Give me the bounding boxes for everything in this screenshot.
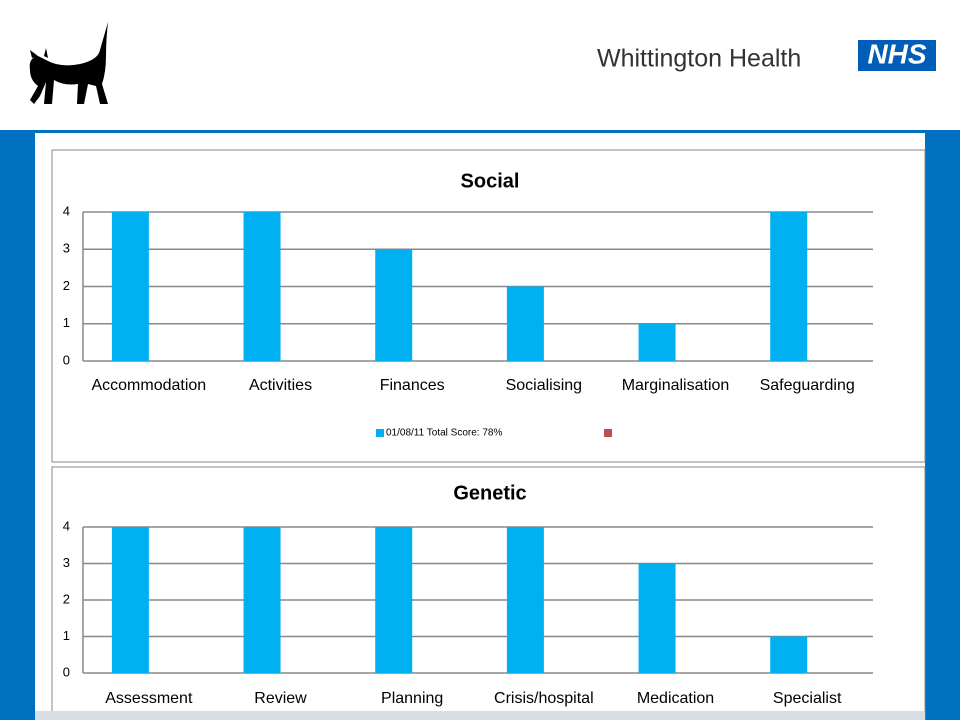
y-tick-label: 2	[63, 591, 70, 606]
y-tick-label: 3	[63, 241, 70, 256]
x-tick-label: Planning	[381, 690, 443, 707]
x-tick-label: Review	[254, 690, 307, 707]
x-tick-label: Specialist	[773, 690, 842, 707]
chart-title: Social	[461, 170, 520, 192]
bar	[638, 563, 676, 673]
bar	[506, 527, 544, 673]
bar	[375, 527, 413, 673]
y-tick-label: 2	[63, 278, 70, 293]
x-tick-label: Socialising	[506, 377, 582, 394]
header-band	[0, 0, 960, 130]
legend-label: 01/08/11 Total Score: 78%	[386, 428, 502, 439]
chart-title: Genetic	[453, 482, 526, 504]
x-tick-label: Safeguarding	[760, 377, 855, 394]
x-tick-label: Activities	[249, 377, 312, 394]
legend-swatch-empty-series	[604, 429, 612, 437]
y-tick-label: 3	[63, 555, 70, 570]
x-tick-label: Medication	[637, 690, 714, 707]
x-tick-label: Assessment	[105, 690, 193, 707]
bar	[770, 636, 808, 673]
x-tick-label: Accommodation	[91, 377, 206, 394]
sheet-tab-strip	[35, 711, 925, 720]
bar	[111, 527, 149, 673]
bar	[506, 286, 544, 361]
y-tick-label: 4	[63, 203, 70, 218]
bar	[111, 212, 149, 361]
x-tick-label: Finances	[380, 377, 445, 394]
legend-swatch	[376, 429, 384, 437]
organisation-name: Whittington Health	[597, 45, 801, 73]
cat-logo	[29, 22, 109, 104]
y-tick-label: 0	[63, 664, 70, 679]
x-tick-label: Marginalisation	[622, 377, 730, 394]
bar	[375, 249, 413, 361]
nhs-logo-text: NHS	[867, 38, 926, 69]
bar	[638, 323, 676, 361]
x-tick-label: Crisis/hospital	[494, 690, 594, 707]
bar	[243, 527, 281, 673]
y-tick-label: 1	[63, 315, 70, 330]
bar	[243, 212, 281, 361]
chart-frame	[51, 466, 926, 720]
y-tick-label: 1	[63, 628, 70, 643]
bar	[770, 212, 808, 361]
y-tick-label: 4	[63, 518, 70, 533]
nhs-logo-box	[858, 40, 936, 71]
y-tick-label: 0	[63, 352, 70, 367]
